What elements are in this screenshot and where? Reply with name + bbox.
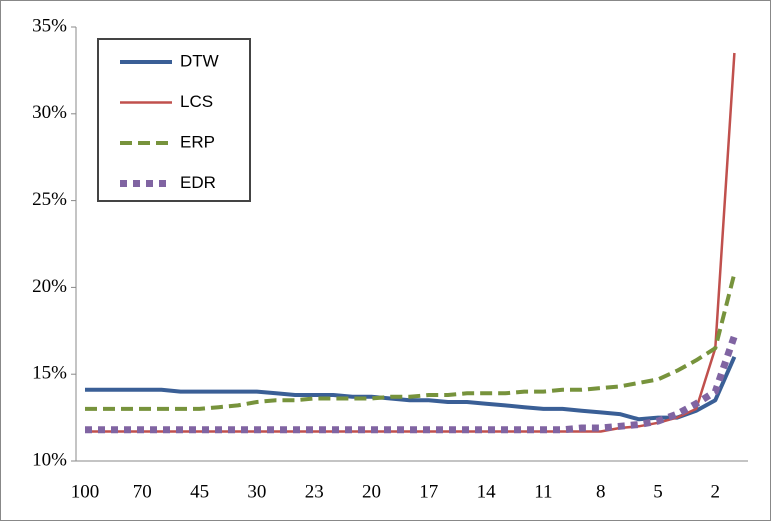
legend-label: DTW [180,51,219,70]
x-tick-label: 8 [596,481,606,502]
y-tick-label: 35% [32,15,67,36]
y-tick-label: 15% [32,363,67,384]
x-tick-label: 11 [534,481,552,502]
x-tick-label: 23 [305,481,324,502]
legend-label: EDR [180,173,216,192]
legend-box [97,38,251,202]
series-line [85,273,737,411]
y-tick-label: 10% [32,449,67,470]
x-tick-label: 100 [71,481,100,502]
y-tick-label: 20% [32,276,67,297]
plot-area [85,52,738,434]
x-tick-label: 14 [477,481,497,502]
x-tick-label: 2 [711,481,721,502]
x-tick-label: 5 [653,481,663,502]
x-tick-label: 17 [419,481,438,502]
x-tick-label: 20 [362,481,381,502]
y-tick-label: 25% [32,189,67,210]
series-line [85,334,738,434]
legend-label: ERP [180,132,215,151]
series-line [85,355,737,422]
x-tick-label: 45 [190,481,209,502]
x-tick-label: 70 [133,481,152,502]
x-tick-label: 30 [247,481,266,502]
y-tick-label: 30% [32,102,67,123]
legend-label: LCS [180,92,213,111]
